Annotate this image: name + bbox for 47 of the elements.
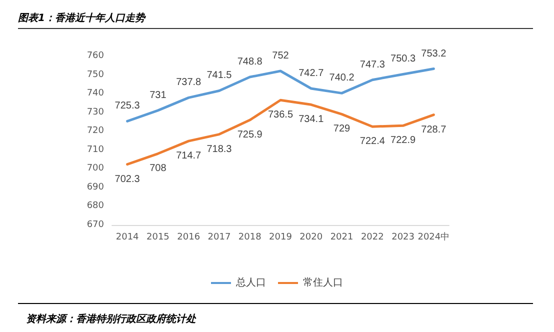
y-tick-label: 690 — [86, 182, 104, 192]
x-tick-label: 2015 — [146, 232, 170, 242]
y-tick-label: 710 — [86, 144, 104, 155]
x-tick-label: 2018 — [238, 232, 262, 242]
data-label: 737.8 — [176, 77, 202, 88]
data-label: 752 — [272, 50, 290, 62]
data-label: 748.8 — [237, 56, 263, 68]
y-tick-label: 750 — [86, 70, 104, 80]
data-label: 747.3 — [360, 59, 386, 70]
x-tick-label: 2016 — [177, 232, 200, 242]
chart-title: 图表1：香港近十年人口走势 — [18, 11, 533, 29]
data-label: 750.3 — [390, 54, 416, 65]
x-tick-label: 2024中 — [418, 232, 450, 242]
y-tick-label: 730 — [86, 107, 104, 118]
data-label: 753.2 — [421, 48, 447, 60]
data-label: 731 — [150, 90, 167, 101]
data-label: 734.1 — [298, 114, 324, 126]
legend-label: 总人口 — [235, 276, 266, 288]
x-tick-label: 2023 — [392, 232, 414, 242]
data-label: 725.9 — [237, 130, 263, 141]
data-label: 718.3 — [206, 144, 232, 155]
legend-label: 常住人口 — [303, 276, 343, 288]
data-label: 728.7 — [421, 124, 447, 136]
data-label: 725.3 — [114, 100, 140, 112]
y-tick-label: 680 — [86, 201, 104, 212]
data-label: 740.2 — [329, 72, 355, 84]
data-label: 729 — [333, 124, 351, 135]
data-label: 722.9 — [390, 135, 416, 146]
data-label: 742.7 — [298, 68, 324, 79]
text: 资料来源：香港特别行政区政府统计处 — [26, 312, 196, 326]
data-label: 708 — [150, 163, 167, 174]
data-label: 741.5 — [206, 70, 232, 82]
x-tick-label: 2021 — [330, 232, 354, 242]
x-tick-label: 2022 — [360, 232, 384, 242]
data-label: 736.5 — [268, 110, 294, 121]
data-label: 722.4 — [360, 136, 386, 148]
data-label: 714.7 — [176, 150, 202, 162]
y-tick-label: 700 — [86, 164, 104, 174]
data-label: 702.3 — [114, 174, 140, 185]
x-tick-label: 2017 — [208, 232, 231, 242]
x-tick-label: 2014 — [116, 232, 140, 242]
y-tick-label: 740 — [86, 88, 104, 99]
x-tick-label: 2019 — [269, 232, 292, 242]
y-tick-label: 720 — [86, 126, 104, 136]
y-tick-label: 670 — [86, 220, 104, 230]
y-tick-label: 760 — [86, 51, 104, 61]
x-tick-label: 2020 — [300, 232, 323, 242]
